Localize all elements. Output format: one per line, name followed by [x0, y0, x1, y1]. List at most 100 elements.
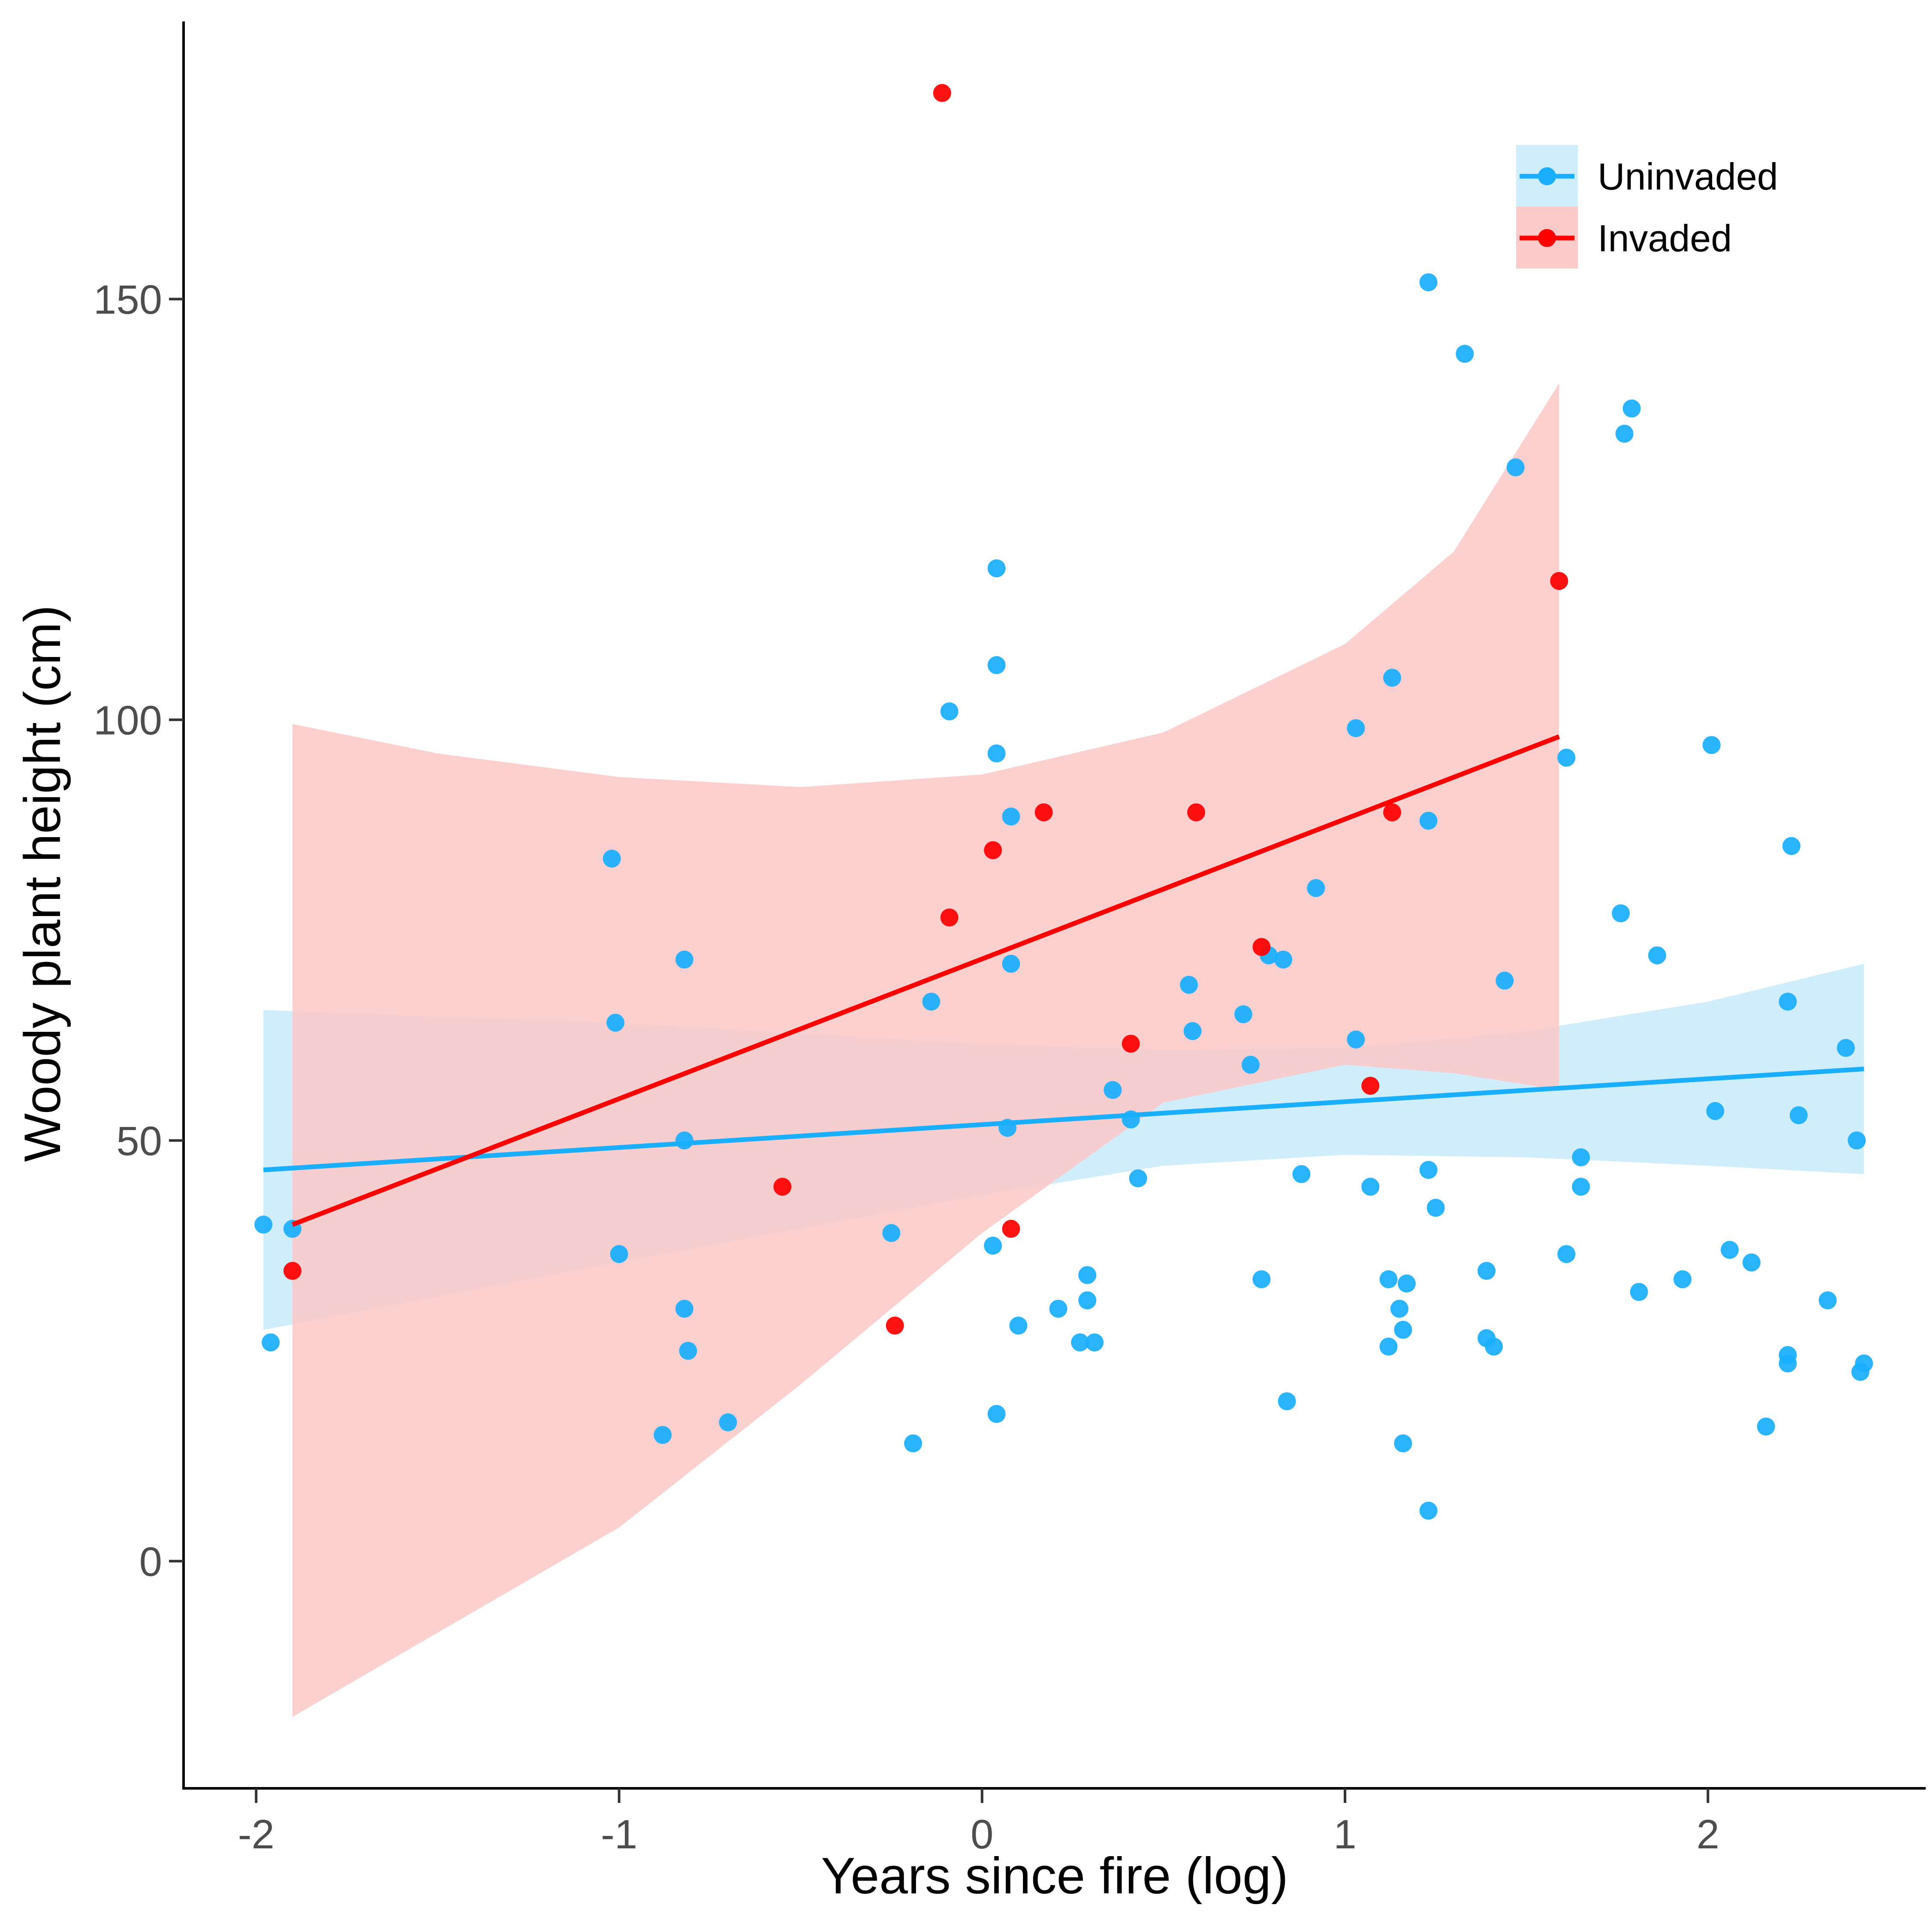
data-point-invaded: [886, 1317, 904, 1335]
data-point-uninvaded: [1394, 1434, 1412, 1453]
data-point-uninvaded: [987, 1405, 1006, 1423]
data-point-uninvaded: [1419, 1161, 1438, 1179]
data-point-uninvaded: [1252, 1270, 1271, 1288]
data-point-uninvaded: [940, 702, 959, 720]
data-point-uninvaded: [1234, 1005, 1252, 1023]
data-point-uninvaded: [1049, 1299, 1068, 1318]
data-point-invaded: [283, 1262, 302, 1280]
data-point-invaded: [1361, 1076, 1380, 1095]
data-point-uninvaded: [1180, 976, 1198, 994]
confidence-band-invaded: [292, 383, 1559, 1717]
data-point-uninvaded: [1394, 1320, 1412, 1339]
data-point-uninvaded: [1347, 719, 1365, 737]
data-point-uninvaded: [1622, 399, 1641, 418]
data-point-uninvaded: [1347, 1030, 1365, 1049]
data-point-uninvaded: [922, 992, 941, 1011]
data-point-uninvaded: [254, 1215, 273, 1234]
data-point-uninvaded: [675, 950, 694, 969]
data-point-invaded: [1187, 803, 1205, 822]
data-point-invaded: [933, 84, 951, 102]
data-point-uninvaded: [987, 744, 1006, 763]
data-point-uninvaded: [1419, 811, 1438, 830]
legend-marker-uninvaded: [1538, 167, 1556, 185]
data-point-uninvaded: [1779, 992, 1797, 1011]
data-point-uninvaded: [987, 559, 1006, 578]
data-point-invaded: [1002, 1220, 1020, 1238]
data-point-invaded: [1122, 1034, 1140, 1053]
data-point-uninvaded: [1485, 1338, 1503, 1356]
data-point-uninvaded: [1419, 1501, 1438, 1520]
data-point-uninvaded: [1383, 669, 1401, 687]
y-tick-label: 0: [139, 1539, 162, 1585]
x-tick-label: 1: [1333, 1811, 1356, 1857]
data-point-uninvaded: [1478, 1262, 1496, 1280]
y-tick-label: 50: [116, 1118, 162, 1164]
data-point-uninvaded: [1557, 748, 1576, 767]
data-point-uninvaded: [1742, 1253, 1761, 1272]
data-point-uninvaded: [675, 1131, 694, 1150]
data-point-uninvaded: [606, 1013, 624, 1032]
data-point-invaded: [940, 908, 959, 927]
data-point-uninvaded: [1274, 950, 1293, 969]
data-point-uninvaded: [1779, 1354, 1797, 1373]
data-point-uninvaded: [603, 850, 621, 868]
axes: -2 -1 0 1 2 0 50 100 150: [93, 21, 1926, 1857]
data-point-uninvaded: [1002, 955, 1020, 973]
data-points: [254, 84, 1873, 1520]
x-tick-label: -2: [238, 1811, 274, 1857]
data-point-uninvaded: [1855, 1354, 1873, 1373]
data-point-uninvaded: [1572, 1178, 1590, 1196]
data-point-invaded: [984, 841, 1002, 859]
x-tick-label: 2: [1697, 1811, 1719, 1857]
data-point-uninvaded: [1757, 1417, 1775, 1436]
data-point-invaded: [1252, 938, 1271, 956]
data-point-uninvaded: [654, 1426, 672, 1444]
data-point-uninvaded: [1706, 1102, 1725, 1120]
y-axis-title: Woody plant height (cm): [14, 605, 71, 1162]
fit-lines: [263, 734, 1864, 1227]
data-point-uninvaded: [1086, 1333, 1104, 1352]
data-point-uninvaded: [1648, 946, 1666, 964]
data-point-uninvaded: [1721, 1241, 1739, 1259]
data-point-uninvaded: [1307, 879, 1325, 897]
data-point-uninvaded: [1426, 1199, 1445, 1217]
data-point-uninvaded: [1009, 1317, 1028, 1335]
data-point-uninvaded: [1292, 1165, 1311, 1183]
x-axis-title: Years since fire (log): [821, 1847, 1288, 1905]
data-point-uninvaded: [675, 1299, 694, 1318]
data-point-uninvaded: [262, 1333, 280, 1352]
data-point-uninvaded: [1456, 345, 1474, 363]
data-point-uninvaded: [882, 1224, 901, 1242]
legend: Uninvaded Invaded: [1516, 145, 1778, 268]
data-point-uninvaded: [1078, 1266, 1097, 1284]
y-tick-label: 100: [93, 697, 162, 743]
data-point-uninvaded: [1129, 1169, 1147, 1188]
data-point-uninvaded: [1390, 1299, 1408, 1318]
data-point-uninvaded: [679, 1341, 697, 1360]
legend-marker-invaded: [1538, 229, 1556, 247]
data-point-invaded: [1034, 803, 1053, 822]
data-point-uninvaded: [1557, 1245, 1576, 1263]
data-point-uninvaded: [1078, 1291, 1097, 1310]
data-point-uninvaded: [1782, 837, 1800, 855]
data-point-uninvaded: [984, 1236, 1002, 1255]
y-tick-label: 150: [93, 277, 162, 323]
data-point-uninvaded: [1379, 1338, 1398, 1356]
data-point-uninvaded: [1702, 736, 1721, 754]
fit-line-uninvaded: [263, 1067, 1864, 1172]
data-point-uninvaded: [1506, 458, 1525, 476]
legend-label-uninvaded: Uninvaded: [1598, 155, 1778, 198]
data-point-uninvaded: [1837, 1039, 1855, 1057]
data-point-uninvaded: [1848, 1131, 1866, 1150]
data-point-uninvaded: [1789, 1106, 1808, 1124]
data-point-uninvaded: [987, 656, 1006, 674]
data-point-uninvaded: [1361, 1178, 1380, 1196]
data-point-uninvaded: [610, 1245, 628, 1263]
data-point-invaded: [1383, 803, 1401, 822]
data-point-uninvaded: [1071, 1333, 1089, 1352]
data-point-invaded: [1550, 572, 1568, 590]
data-point-uninvaded: [1278, 1392, 1296, 1411]
data-point-uninvaded: [1612, 904, 1630, 922]
